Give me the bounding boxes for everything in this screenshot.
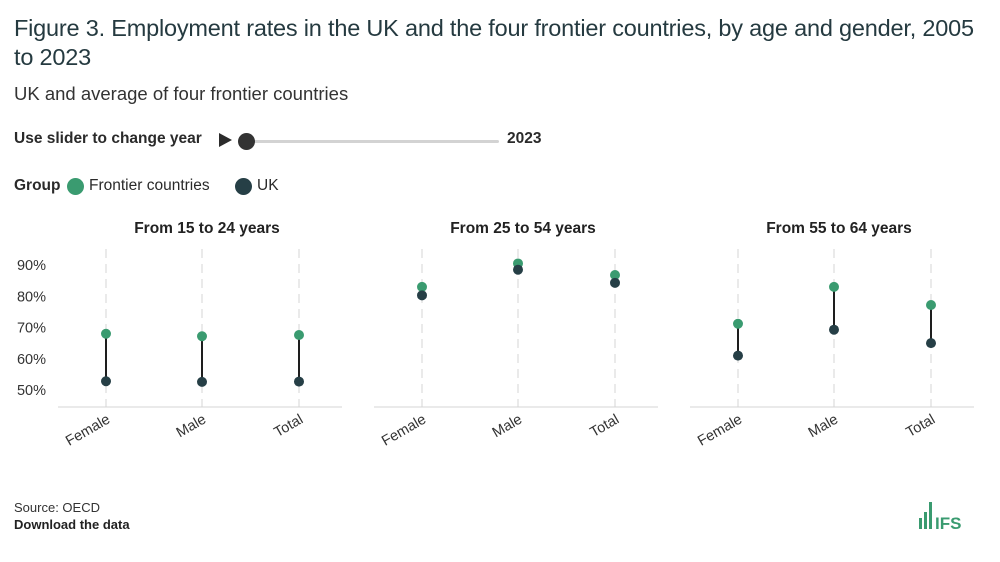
- frontier-point: [294, 330, 304, 340]
- legend-dot-frontier: [67, 178, 84, 195]
- frontier-point: [733, 318, 743, 329]
- play-icon[interactable]: [219, 133, 232, 147]
- frontier-point: [926, 300, 936, 310]
- chart-subtitle: UK and average of four frontier countrie…: [14, 83, 349, 104]
- slider-label: Use slider to change year: [14, 130, 202, 147]
- x-tick-label: Total: [587, 412, 622, 441]
- uk-point: [197, 376, 207, 387]
- uk-point: [417, 290, 427, 301]
- chart-title: Figure 3. Employment rates in the UK and…: [14, 15, 974, 70]
- x-tick-label: Male: [490, 412, 525, 442]
- y-tick-label: 70%: [17, 321, 46, 337]
- slider-handle[interactable]: [238, 133, 255, 150]
- logo-text: IFS: [935, 514, 961, 530]
- panel-title: From 55 to 64 years: [766, 220, 912, 237]
- logo-bar: [929, 502, 932, 529]
- frontier-point: [101, 328, 111, 339]
- legend-label-uk[interactable]: UK: [257, 177, 279, 194]
- uk-point: [733, 350, 743, 361]
- x-tick-label: Female: [695, 412, 745, 450]
- uk-point: [294, 376, 304, 387]
- x-tick-label: Total: [271, 412, 306, 441]
- ifs-logo: IFS: [919, 502, 961, 530]
- y-tick-label: 50%: [17, 383, 46, 399]
- frontier-point: [610, 270, 620, 280]
- legend-title: Group: [14, 177, 61, 194]
- slider-track[interactable]: [245, 140, 499, 143]
- panel-title: From 15 to 24 years: [134, 220, 280, 237]
- x-tick-label: Total: [903, 412, 938, 441]
- slider-value: 2023: [507, 130, 542, 147]
- frontier-point: [197, 331, 207, 342]
- y-tick-label: 60%: [17, 352, 46, 368]
- uk-point: [101, 376, 111, 387]
- legend-dot-uk: [235, 178, 252, 195]
- y-tick-label: 90%: [17, 258, 46, 274]
- x-tick-label: Female: [379, 412, 429, 450]
- panel-title: From 25 to 54 years: [450, 220, 596, 237]
- frontier-point: [829, 281, 839, 292]
- uk-point: [829, 324, 839, 335]
- uk-point: [610, 277, 620, 288]
- x-tick-label: Female: [63, 412, 113, 450]
- uk-point: [926, 338, 936, 349]
- legend-label-frontier[interactable]: Frontier countries: [89, 177, 210, 194]
- logo-bar: [924, 512, 927, 529]
- x-tick-label: Male: [806, 412, 841, 442]
- uk-point: [513, 264, 523, 275]
- x-tick-label: Male: [174, 412, 209, 442]
- frontier-point: [417, 281, 427, 292]
- y-tick-label: 80%: [17, 289, 46, 305]
- source-note: Source: OECD: [14, 500, 100, 515]
- logo-bar: [919, 518, 922, 529]
- year-slider: Use slider to change year 2023: [14, 129, 574, 153]
- download-link[interactable]: Download the data: [14, 517, 130, 532]
